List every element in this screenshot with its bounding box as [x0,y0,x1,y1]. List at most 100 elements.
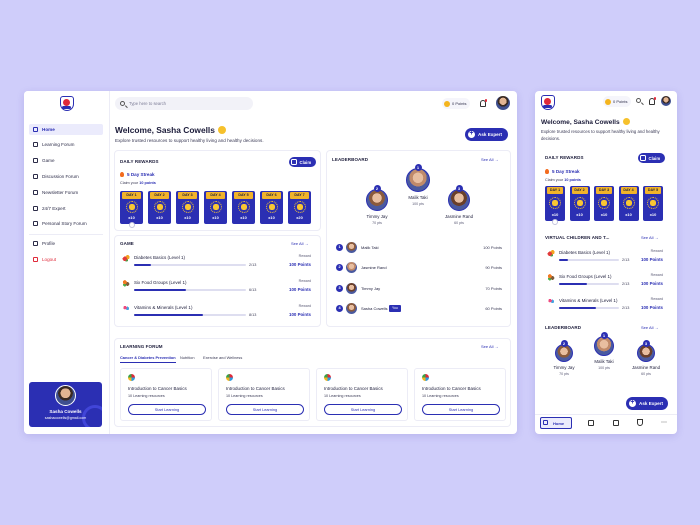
sun-icon [237,201,250,213]
leaderboard-points: 70 Points [485,285,502,291]
game-progress-track [559,307,619,309]
reward-day-7[interactable]: DAY 7 x20 [288,191,311,224]
reward-day-2[interactable]: DAY 2 x10 [569,186,590,221]
avatar[interactable] [496,96,510,110]
claim-button[interactable]: Claim [638,153,666,163]
sidebar-item-game[interactable]: Game [29,155,103,166]
book-icon[interactable] [588,420,594,426]
search-input[interactable]: Type here to search [115,97,253,110]
reward-day-6[interactable]: DAY 6 x10 [260,191,283,224]
reward-day-1[interactable]: DAY 1 x10 [120,191,143,224]
avatar[interactable] [661,96,671,106]
bottom-nav-home[interactable] [540,417,572,429]
ask-expert-button[interactable]: Ask Expert [626,397,669,410]
rank-badge: 4 [336,305,343,312]
chat-icon [33,174,38,179]
avatar [55,385,76,406]
reward-day-4[interactable]: DAY 4 x10 [618,186,639,221]
leaderboard-name: Timmy Jay [361,285,381,291]
reward-day-5[interactable]: DAY 5 x10 [643,186,663,221]
reward-day-label: DAY 4 [206,192,225,199]
game-item-title: Six Food Groups (Level 1) [134,280,187,285]
game-item[interactable]: Six Food Groups (Level 1) 6/13 Reward 100 P… [122,279,311,299]
start-learning-button[interactable]: Start Learning [422,404,500,415]
reward-points: 100 Points [289,312,311,317]
leaderboard-title: LEADERBOARD [545,325,582,330]
leaderboard-see-all-link[interactable]: See All [641,325,659,330]
tab-exercise-wellness[interactable]: Exercise and Wellness [203,355,243,360]
start-learning-button[interactable]: Start Learning [324,404,402,415]
trophy-icon[interactable] [637,419,643,426]
gamepad-icon[interactable] [613,420,619,426]
sidebar-item-discussion-forum[interactable]: Discussion Forum [29,171,103,182]
reward-day-label: DAY 3 [596,187,612,194]
points-badge[interactable]: 0 Points [603,96,632,107]
bell-icon[interactable] [649,97,656,105]
check-icon [128,222,135,228]
reward-day-2[interactable]: DAY 2 x10 [148,191,171,224]
more-icon[interactable]: ⋯ [661,420,668,426]
reward-day-value: x10 [625,212,632,217]
game-progress-count: 6/13 [249,287,257,292]
sun-icon [265,201,278,213]
leaderboard-see-all-link[interactable]: See All [481,157,499,162]
reward-day-5[interactable]: DAY 5 x10 [232,191,255,224]
search-icon[interactable] [636,98,641,103]
reward-day-3[interactable]: DAY 3 x10 [594,186,614,221]
logo-icon [541,95,555,110]
sidebar-item-expert[interactable]: 24/7 Expert [29,203,103,214]
leaderboard-row[interactable]: 2 Jasmine Rand 90 Points [336,262,504,274]
leaderboard-row[interactable]: 1 Malik Taki 100 Points [336,241,504,253]
leaderboard-row[interactable]: 3 Timmy Jay 70 Points [336,282,504,294]
reward-day-4[interactable]: DAY 4 x10 [204,191,227,224]
user-card[interactable]: Sasha Cowells sashacowells@gmail.com [29,382,102,427]
clock-icon [33,206,38,211]
gamepad-icon [33,158,38,163]
leaderboard-title: LEADERBOARD [332,157,369,162]
sidebar-item-learning-forum[interactable]: Learning Forum [29,139,103,150]
points-badge[interactable]: 0 Points [442,98,471,109]
game-progress-count: 2/13 [622,281,630,286]
game-item[interactable]: Vitamins & Minerals (Level 1) 2/13 Reward 1… [547,297,663,317]
leaderboard-row[interactable]: 4 Sasha Cowells You 60 Points [336,303,504,315]
start-learning-button[interactable]: Start Learning [226,404,304,415]
streak-label: 5 Day Streak [120,172,155,177]
game-progress-track [134,314,246,316]
bell-icon[interactable] [480,99,487,107]
reward-day-value: x10 [551,212,559,217]
sidebar-item-newsletter-forum[interactable]: Newsletter Forum [29,187,103,198]
start-learning-button[interactable]: Start Learning [128,404,206,415]
sidebar-item-logout[interactable]: Logout [29,254,103,265]
reward-day-value: x10 [240,215,247,220]
learning-see-all-link[interactable]: See All [481,344,499,349]
page-subtitle: Explore trusted resources to support hea… [541,129,660,141]
tab-cancer-diabetes[interactable]: Cancer & Diabetes Prevention [120,355,176,363]
game-item[interactable]: Diabetes Basics (Level 1) 2/13 Reward 100 P… [122,254,311,274]
reward-day-label: DAY 6 [262,192,281,199]
sidebar-item-personal-story-forum[interactable]: Personal Story Forum [29,218,103,229]
logout-icon [33,257,38,262]
sidebar [24,91,110,434]
game-see-all-link[interactable]: See All [641,235,659,240]
rank-badge: 2 [336,264,343,271]
gift-icon [640,155,646,161]
sidebar-item-home[interactable]: Home [29,124,103,135]
game-item[interactable]: Diabetes Basics (Level 1) 2/13 Reward 100 P… [547,249,663,269]
reward-label: Reward [650,249,663,253]
game-item[interactable]: Vitamins & Minerals (Level 1) 8/13 Reward 1… [122,304,311,324]
game-item[interactable]: Six Food Groups (Level 1) 2/13 Reward 100 P… [547,273,663,293]
leaderboard-points: 60 Points [485,306,502,311]
game-progress-track [559,283,619,285]
sidebar-item-profile[interactable]: Profile [29,238,103,249]
tab-nutrition[interactable]: Nutrition [180,355,195,360]
reward-day-label: DAY 1 [547,187,563,194]
claim-button[interactable]: Claim [289,157,317,167]
rank-badge: 3 [336,284,343,292]
reward-day-3[interactable]: DAY 3 x10 [176,191,199,224]
podium-name: Timmy Jay [553,365,575,370]
ask-expert-button[interactable]: Ask Expert [465,128,509,141]
rank-badge: 3 [455,185,463,192]
reward-day-1[interactable]: DAY 1 x10 [545,186,565,221]
game-see-all-link[interactable]: See All [291,241,309,246]
avatar [346,262,357,273]
